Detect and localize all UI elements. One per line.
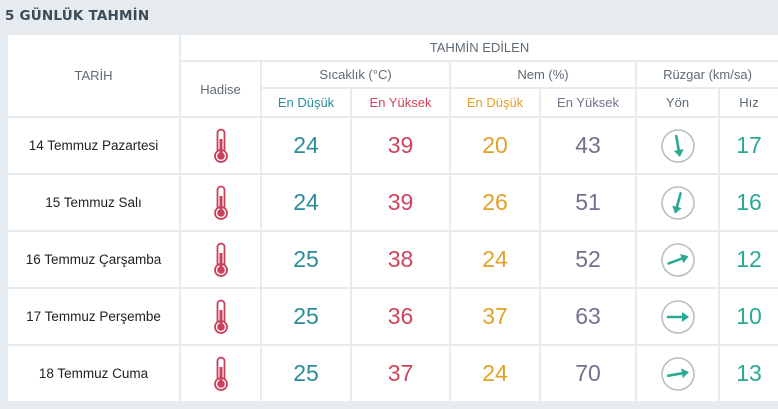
row-temp-max: 38 [352,232,449,287]
row-hum-max: 43 [541,118,635,173]
row-wind-dir [637,289,718,344]
row-wind-speed: 17 [720,118,778,173]
header-hiz: Hız [720,89,778,116]
wind-direction-arrow-icon [660,299,695,334]
row-date: 18 Temmuz Cuma [8,346,179,401]
row-wind-dir [637,232,718,287]
thermometer-icon [213,356,228,391]
row-temp-min: 25 [262,232,350,287]
row-hadise [181,175,260,230]
wind-direction-arrow-icon [660,128,695,163]
row-temp-max: 39 [352,175,449,230]
wind-direction-arrow-icon [660,185,695,220]
row-hum-min: 26 [451,175,539,230]
header-ruzgar: Rüzgar (km/sa) [637,62,778,87]
page-title: 5 GÜNLÜK TAHMİN [5,8,150,24]
row-hum-min: 24 [451,346,539,401]
header-hadise: Hadise [181,62,260,116]
header-sicaklik: Sıcaklık (°C) [262,62,449,87]
row-wind-speed: 10 [720,289,778,344]
row-temp-max: 39 [352,118,449,173]
row-date: 14 Temmuz Pazartesi [8,118,179,173]
row-hadise [181,346,260,401]
thermometer-icon [213,299,228,334]
row-temp-min: 24 [262,118,350,173]
header-tahmin-edilen: TAHMİN EDİLEN [181,35,778,60]
row-temp-min: 25 [262,289,350,344]
row-wind-speed: 13 [720,346,778,401]
thermometer-icon [213,128,228,163]
row-wind-speed: 12 [720,232,778,287]
row-date: 16 Temmuz Çarşamba [8,232,179,287]
row-hum-min: 37 [451,289,539,344]
wind-direction-arrow-icon [660,242,695,277]
header-sicaklik-max: En Yüksek [352,89,449,116]
row-hum-min: 24 [451,232,539,287]
row-hadise [181,118,260,173]
row-temp-min: 24 [262,175,350,230]
header-nem: Nem (%) [451,62,635,87]
row-hadise [181,289,260,344]
row-hadise [181,232,260,287]
row-wind-dir [637,346,718,401]
row-hum-max: 63 [541,289,635,344]
thermometer-icon [213,242,228,277]
row-wind-speed: 16 [720,175,778,230]
row-wind-dir [637,175,718,230]
header-yon: Yön [637,89,718,116]
row-hum-min: 20 [451,118,539,173]
row-temp-min: 25 [262,346,350,401]
header-tarih: TARİH [8,35,179,116]
row-hum-max: 52 [541,232,635,287]
row-temp-max: 37 [352,346,449,401]
row-hum-max: 51 [541,175,635,230]
wind-direction-arrow-icon [660,356,695,391]
row-hum-max: 70 [541,346,635,401]
header-nem-max: En Yüksek [541,89,635,116]
row-date: 15 Temmuz Salı [8,175,179,230]
row-date: 17 Temmuz Perşembe [8,289,179,344]
header-sicaklik-min: En Düşük [262,89,350,116]
header-nem-min: En Düşük [451,89,539,116]
row-wind-dir [637,118,718,173]
row-temp-max: 36 [352,289,449,344]
thermometer-icon [213,185,228,220]
